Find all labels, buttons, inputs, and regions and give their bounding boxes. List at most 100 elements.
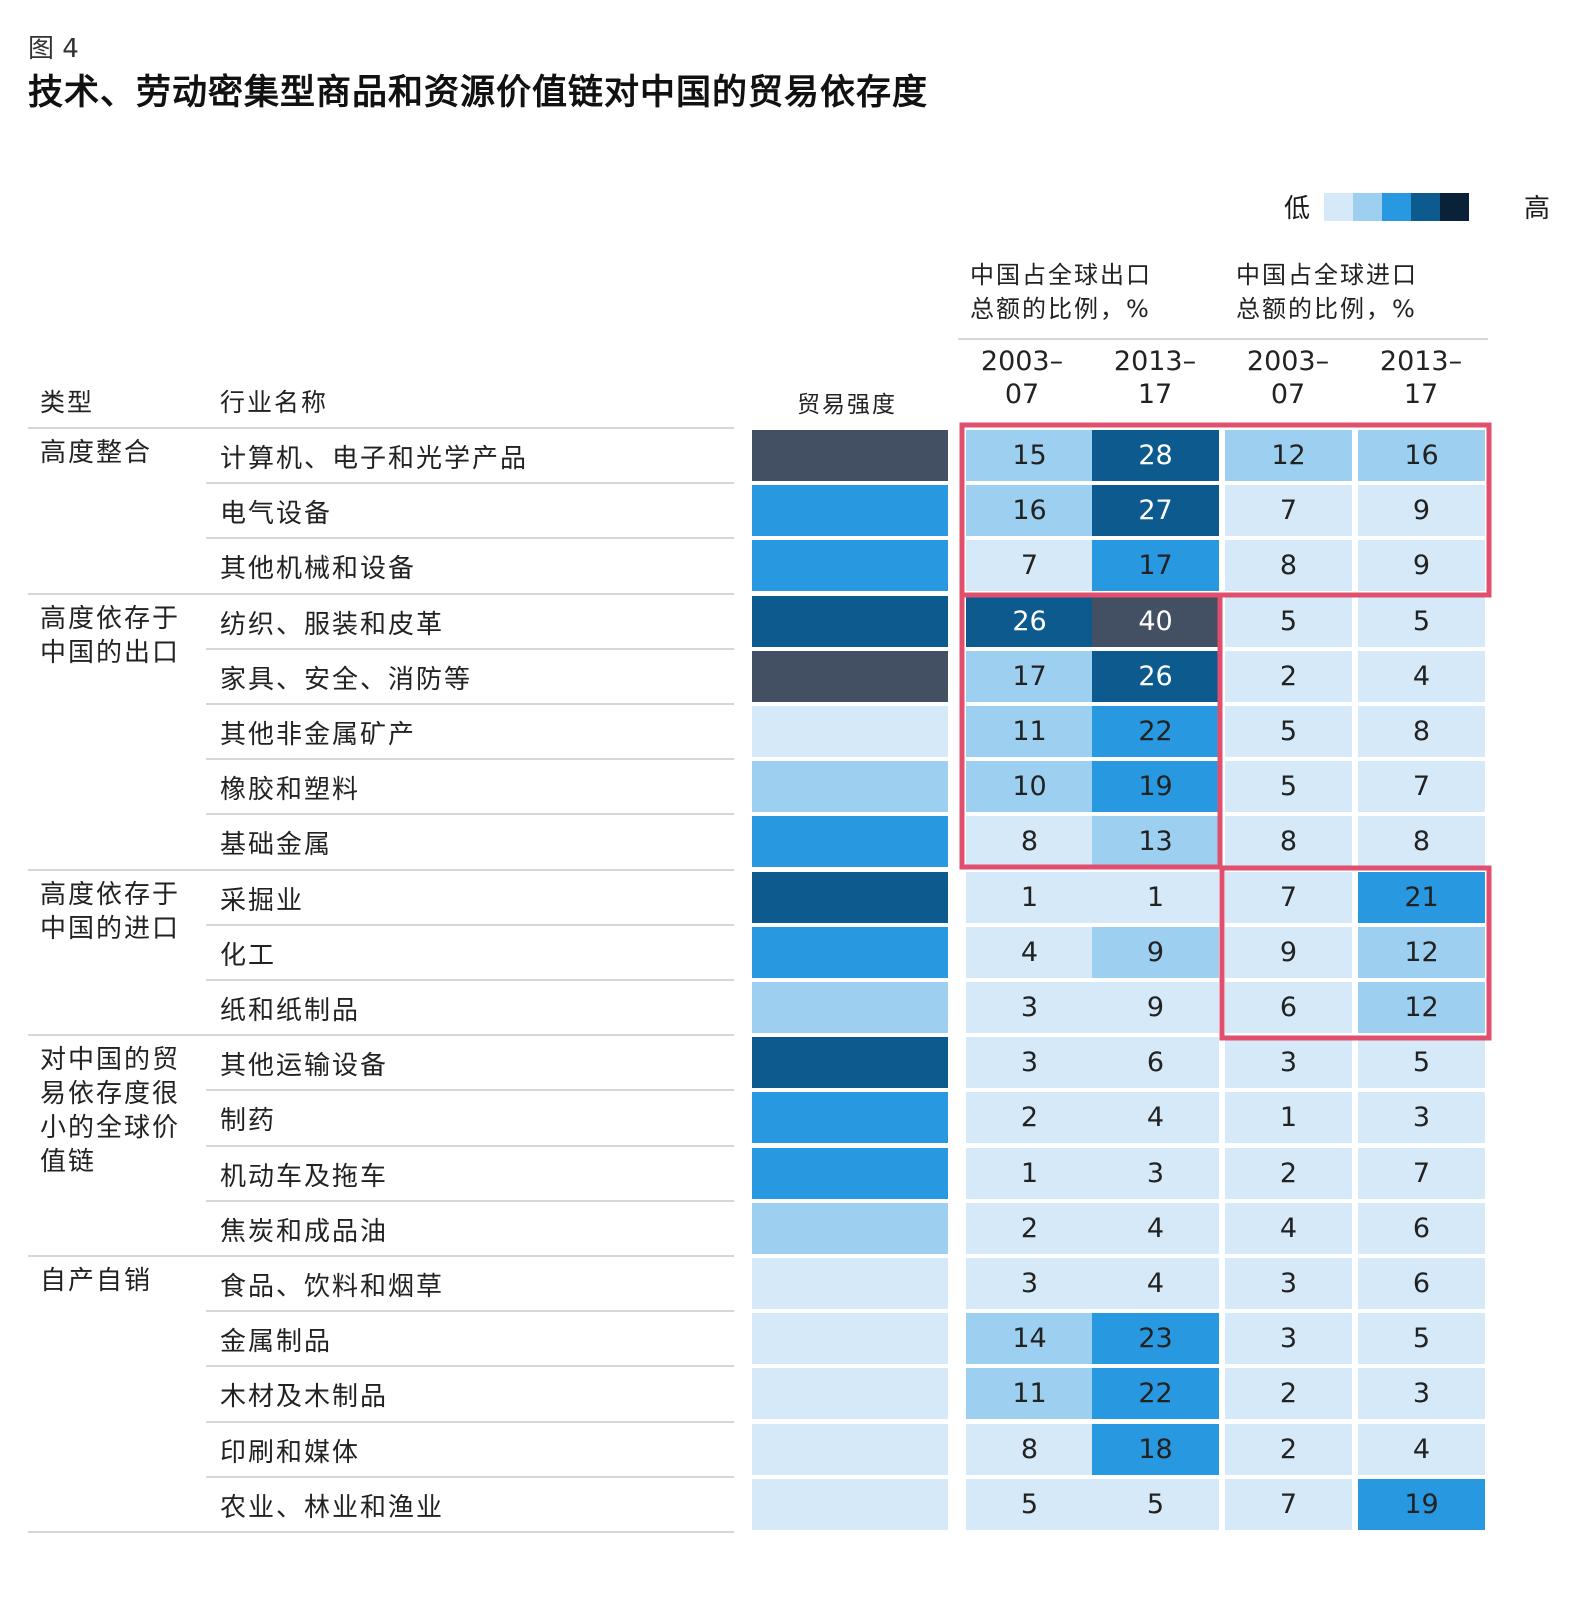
value-cell: 8 [1358,706,1485,757]
trade-intensity-bar [752,1368,948,1420]
value-cell: 9 [1358,485,1485,537]
row-divider [206,482,734,485]
value-cell: 2 [1225,1368,1352,1420]
export-header-line1: 中国占全球出口 [970,261,1152,289]
highlight-box-integrated [959,422,1492,598]
industry-name: 其他机械和设备 [220,554,417,585]
trade-intensity-bar [752,982,948,1033]
year-line: 07 [1004,379,1040,410]
value-cell: 17 [1092,540,1219,592]
value-cell: 4 [1358,650,1485,702]
row-divider [206,1199,734,1202]
value-cell: 1 [1092,871,1219,923]
value-cell: 3 [1225,1313,1352,1365]
value-cell: 22 [1092,1368,1219,1420]
industry-name: 金属制品 [220,1327,333,1358]
chart-title: 技术、劳动密集型商品和资源价值链对中国的贸易依存度 [28,73,929,113]
industry-column-header: 行业名称 [220,388,329,417]
year-header-import-2013: 2013– 17 [1355,345,1487,411]
group-label: 高度依存于 中国的进口 [40,878,180,946]
value-cell: 2 [1225,1423,1352,1475]
year-header-export-2003: 2003– 07 [956,345,1088,411]
group-label: 对中国的贸 易依存度很 小的全球价 值链 [40,1043,180,1179]
value-cell: 5 [1358,1313,1485,1365]
group-divider [28,427,734,429]
trade-intensity-bar [752,706,948,757]
trade-intensity-bar [752,485,948,537]
row-divider [206,1365,734,1368]
value-cell: 3 [1225,1258,1352,1309]
value-cell: 2 [966,1202,1093,1254]
value-cell: 5 [1225,761,1352,813]
year-header-import-2003: 2003– 07 [1222,345,1354,411]
row-divider [206,979,734,981]
value-cell: 1 [966,871,1093,923]
value-cell: 8 [1358,816,1485,868]
value-cell: 1 [1225,1092,1352,1144]
year-line: 17 [1137,379,1173,410]
value-cell: 3 [1092,1147,1219,1199]
import-share-header: 中国占全球进口 总额的比例，% [1236,258,1418,326]
value-cell: 5 [1358,1037,1485,1089]
value-cell: 21 [1358,871,1485,923]
group-label-line: 值链 [40,1147,97,1178]
value-cell: 28 [1092,430,1219,481]
row-divider [206,1310,734,1313]
industry-name: 橡胶和塑料 [220,775,361,806]
value-cell: 5 [1225,706,1352,757]
industry-name: 纺织、服装和皮革 [220,609,445,640]
value-cell: 3 [966,1258,1093,1309]
value-cell: 10 [966,761,1093,813]
value-cell: 9 [1092,982,1219,1033]
value-cell: 8 [1225,540,1352,592]
value-cell: 2 [1225,1147,1352,1199]
industry-name: 印刷和媒体 [220,1437,361,1468]
group-divider [28,592,734,595]
value-cell: 19 [1358,1478,1485,1530]
value-cell: 6 [1225,982,1352,1033]
value-cell: 16 [966,485,1093,537]
industry-name: 家具、安全、消防等 [220,664,473,695]
row-divider [206,758,734,761]
type-column-header: 类型 [40,388,95,417]
industry-name: 其他非金属矿产 [220,720,417,750]
trade-intensity-bar [752,761,948,813]
year-line: 2013– [1379,346,1463,377]
value-cell: 4 [1092,1202,1219,1254]
group-label: 自产自销 [40,1264,152,1298]
value-cell: 9 [1092,926,1219,978]
year-line: 07 [1270,379,1306,410]
year-line: 2003– [1246,346,1330,377]
trade-intensity-bar [752,595,948,647]
value-cell: 27 [1092,485,1219,537]
value-cell: 8 [966,816,1093,868]
industry-name: 基础金属 [220,830,333,861]
value-cell: 7 [1225,871,1352,923]
value-cell: 4 [1092,1092,1219,1144]
group-label-line: 高度依存于 [40,603,181,634]
row-divider [206,1420,734,1423]
row-divider [206,923,734,926]
value-cell: 40 [1092,595,1219,647]
industry-name: 制药 [220,1106,277,1137]
group-label: 高度依存于 中国的出口 [40,602,180,670]
value-cell: 11 [966,706,1093,757]
trade-intensity-bar [752,871,948,923]
export-header-line2: 总额的比例，% [970,295,1151,323]
value-cell: 2 [1225,650,1352,702]
value-cell: 11 [966,1368,1093,1420]
trade-intensity-bar [752,1258,948,1309]
value-cell: 14 [966,1313,1093,1365]
highlight-box-export-dependent [959,592,1223,870]
value-cell: 13 [1092,816,1219,868]
value-cell: 6 [1358,1202,1485,1254]
industry-name: 其他运输设备 [220,1051,389,1082]
trade-intensity-bar [752,1202,948,1254]
year-line: 2003– [980,346,1064,377]
import-header-line2: 总额的比例，% [1236,295,1417,323]
value-cell: 12 [1358,926,1485,978]
group-header-rule [958,338,1488,340]
legend-high-label: 高 [1524,194,1551,224]
value-cell: 5 [1358,595,1485,647]
industry-name: 机动车及拖车 [220,1161,389,1192]
